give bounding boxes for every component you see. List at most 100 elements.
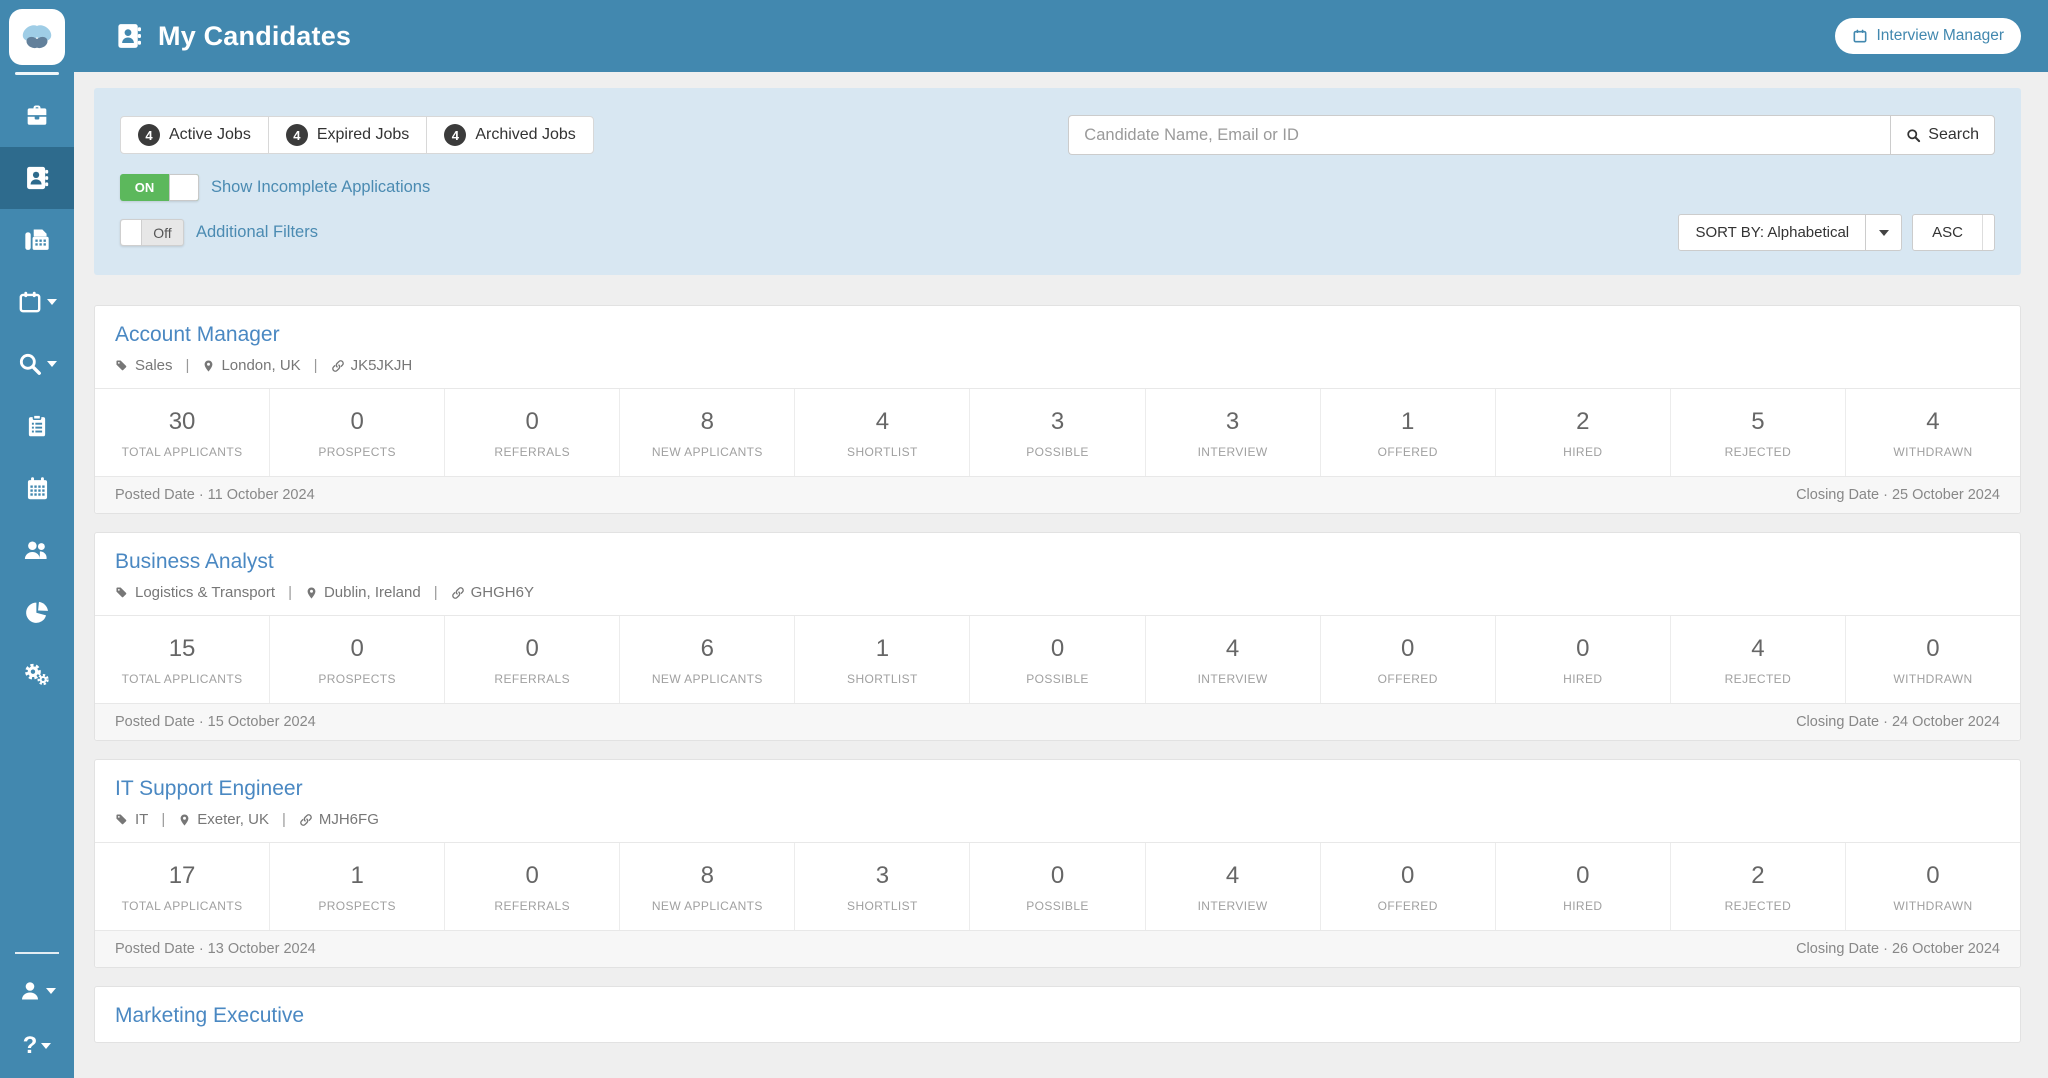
job-status-tabs: 4 Active Jobs 4 Expired Jobs 4 Archived …: [120, 116, 594, 154]
filter-row-top: 4 Active Jobs 4 Expired Jobs 4 Archived …: [120, 115, 1995, 155]
stat-label: OFFERED: [1377, 899, 1438, 913]
job-title-link[interactable]: IT Support Engineer: [115, 777, 303, 800]
stat-cell[interactable]: 8 NEW APPLICANTS: [620, 389, 796, 476]
sidebar-item-calendar[interactable]: [0, 457, 74, 519]
stat-label: OFFERED: [1377, 672, 1438, 686]
sidebar-item-candidates[interactable]: [0, 147, 74, 209]
stat-cell[interactable]: 0 WITHDRAWN: [1846, 616, 2020, 703]
sort-direction-button[interactable]: ASC: [1912, 214, 1995, 251]
stat-label: PROSPECTS: [318, 672, 396, 686]
stat-cell[interactable]: 1 PROSPECTS: [270, 843, 446, 930]
magnifier-icon: [1907, 128, 1921, 142]
stat-cell[interactable]: 0 PROSPECTS: [270, 389, 446, 476]
stat-value: 4: [1225, 635, 1240, 662]
job-title-link[interactable]: Marketing Executive: [115, 1004, 305, 1027]
stat-label: TOTAL APPLICANTS: [121, 445, 243, 459]
additional-filters-label[interactable]: Additional Filters: [196, 223, 318, 241]
job-card-header: Account Manager Sales | London, UK |: [95, 306, 2020, 388]
stat-value: 0: [1576, 635, 1590, 662]
stat-label: NEW APPLICANTS: [651, 899, 763, 913]
pie-chart-icon: [25, 601, 48, 623]
question-icon: ?: [22, 1032, 38, 1059]
stat-cell[interactable]: 4 WITHDRAWN: [1846, 389, 2020, 476]
stat-cell[interactable]: 0 PROSPECTS: [270, 616, 446, 703]
app-logo[interactable]: [9, 9, 65, 65]
stat-value: 4: [1926, 408, 1940, 435]
stat-cell[interactable]: 3 INTERVIEW: [1146, 389, 1321, 476]
job-meta: Logistics & Transport | Dublin, Ireland …: [115, 584, 2000, 601]
stat-cell[interactable]: 0 REFERRALS: [445, 843, 621, 930]
show-incomplete-label[interactable]: Show Incomplete Applications: [211, 178, 431, 196]
stat-cell[interactable]: 4 INTERVIEW: [1146, 843, 1321, 930]
sidebar-item-fax[interactable]: [0, 209, 74, 271]
stat-cell[interactable]: 3 POSSIBLE: [970, 389, 1146, 476]
search-input[interactable]: [1068, 115, 1891, 155]
sidebar-item-help[interactable]: ?: [0, 1020, 74, 1072]
sidebar-item-account[interactable]: [0, 962, 74, 1020]
sidebar-item-search-menu[interactable]: [0, 333, 74, 395]
stat-cell[interactable]: 15 TOTAL APPLICANTS: [95, 616, 271, 703]
job-stats: 17 TOTAL APPLICANTS 1 PROSPECTS 0 REFERRALS 8 N…: [95, 842, 2020, 930]
link-icon: [300, 813, 312, 826]
additional-filters-toggle[interactable]: Off: [120, 219, 184, 246]
stat-value: 0: [525, 862, 539, 889]
stat-cell[interactable]: 0 POSSIBLE: [970, 843, 1146, 930]
butterfly-icon: [22, 25, 52, 49]
stat-cell[interactable]: 2 HIRED: [1496, 389, 1671, 476]
calendar-icon: [19, 291, 41, 313]
stat-value: 1: [875, 635, 890, 662]
stat-cell[interactable]: 8 NEW APPLICANTS: [620, 843, 796, 930]
stat-label: WITHDRAWN: [1893, 445, 1973, 459]
job-category: Sales: [135, 357, 173, 374]
chevron-down-icon: [46, 988, 56, 994]
interview-manager-button[interactable]: Interview Manager: [1835, 18, 2021, 54]
sidebar-item-reports[interactable]: [0, 581, 74, 643]
sort-by-dropdown[interactable]: SORT BY: Alphabetical: [1678, 214, 1903, 251]
count-badge: 4: [138, 124, 160, 146]
stat-value: 17: [168, 862, 196, 889]
tab-archived-jobs[interactable]: 4 Archived Jobs: [426, 116, 594, 154]
stat-cell[interactable]: 1 SHORTLIST: [795, 616, 971, 703]
sidebar-item-jobs[interactable]: [0, 85, 74, 147]
stat-cell[interactable]: 0 OFFERED: [1321, 616, 1496, 703]
stat-cell[interactable]: 4 SHORTLIST: [795, 389, 971, 476]
stat-cell[interactable]: 3 SHORTLIST: [795, 843, 971, 930]
chevron-down-icon: [47, 361, 57, 367]
show-incomplete-toggle[interactable]: ON: [120, 174, 199, 201]
stat-cell[interactable]: 0 OFFERED: [1321, 843, 1496, 930]
stat-value: 0: [1926, 862, 1940, 889]
job-footer: Posted Date · 11 October 2024 Closing Da…: [95, 476, 2020, 513]
job-category: IT: [135, 811, 149, 828]
stat-cell[interactable]: 0 POSSIBLE: [970, 616, 1146, 703]
sidebar-item-contacts[interactable]: [0, 519, 74, 581]
stat-cell[interactable]: 1 OFFERED: [1321, 389, 1496, 476]
stat-cell[interactable]: 4 INTERVIEW: [1146, 616, 1321, 703]
job-title-link[interactable]: Account Manager: [115, 323, 280, 346]
incomplete-applications-row: ON Show Incomplete Applications: [120, 174, 1995, 201]
toggle-knob: [169, 174, 199, 201]
search-icon: [19, 353, 41, 375]
sidebar-item-tasks[interactable]: [0, 395, 74, 457]
search-button[interactable]: Search: [1890, 115, 1995, 155]
stat-cell[interactable]: 17 TOTAL APPLICANTS: [95, 843, 271, 930]
closing-date: Closing Date · 25 October 2024: [1796, 487, 2000, 503]
stat-label: REJECTED: [1724, 672, 1792, 686]
stat-cell[interactable]: 6 NEW APPLICANTS: [620, 616, 796, 703]
stat-cell[interactable]: 4 REJECTED: [1671, 616, 1846, 703]
stat-cell[interactable]: 0 HIRED: [1496, 843, 1671, 930]
stat-label: TOTAL APPLICANTS: [121, 899, 243, 913]
tab-expired-jobs[interactable]: 4 Expired Jobs: [267, 116, 428, 154]
sidebar-item-settings[interactable]: [0, 643, 74, 705]
calendar-icon: [1854, 29, 1867, 43]
stat-cell[interactable]: 0 HIRED: [1496, 616, 1671, 703]
stat-cell[interactable]: 2 REJECTED: [1671, 843, 1846, 930]
tab-active-jobs[interactable]: 4 Active Jobs: [120, 116, 269, 154]
page-title: My Candidates: [158, 20, 352, 51]
stat-cell[interactable]: 0 REFERRALS: [445, 616, 621, 703]
stat-cell[interactable]: 0 REFERRALS: [445, 389, 621, 476]
job-title-link[interactable]: Business Analyst: [115, 550, 274, 573]
stat-cell[interactable]: 5 REJECTED: [1671, 389, 1846, 476]
stat-cell[interactable]: 0 WITHDRAWN: [1846, 843, 2020, 930]
stat-cell[interactable]: 30 TOTAL APPLICANTS: [95, 389, 271, 476]
sidebar-item-calendar-menu[interactable]: [0, 271, 74, 333]
